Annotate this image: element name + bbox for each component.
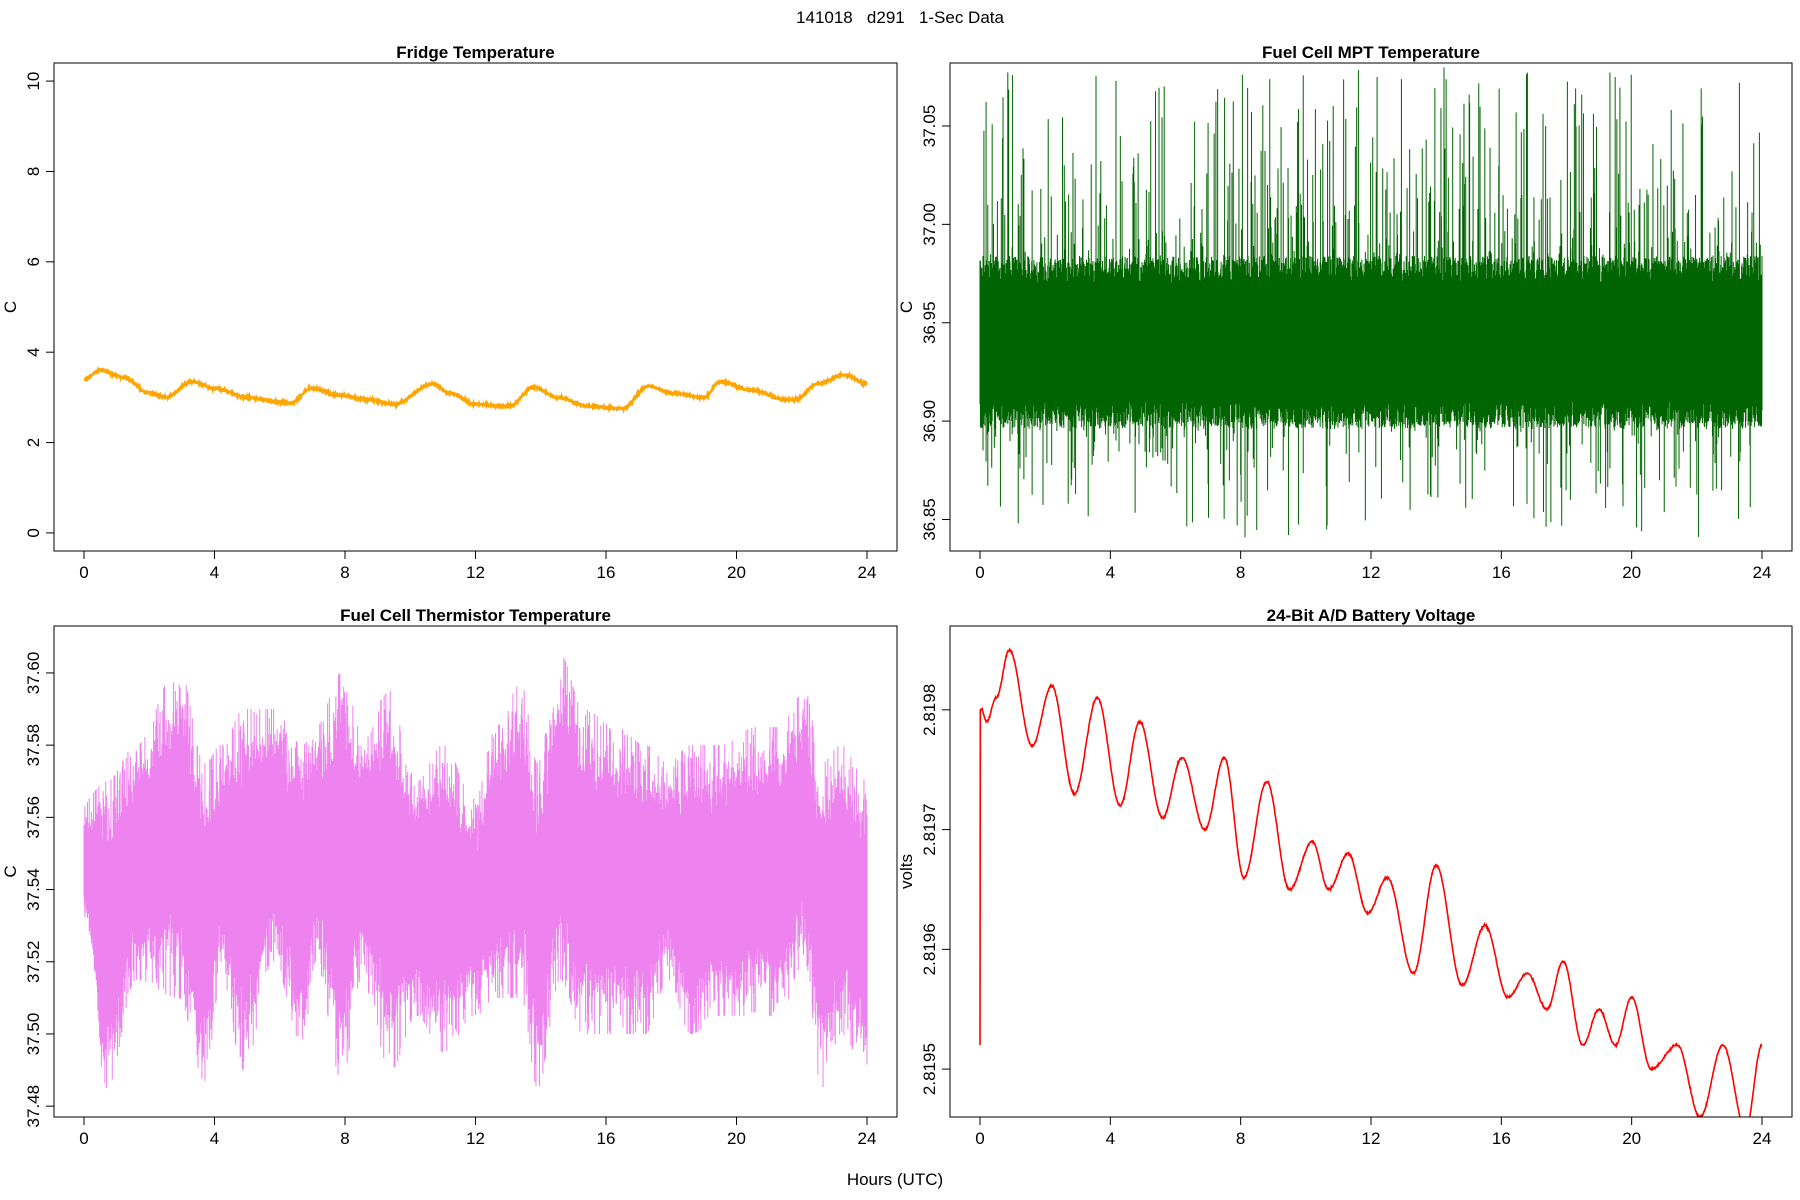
panel-battery-voltage: 24-Bit A/D Battery Voltage volts 0 4 8 12 16… (897, 606, 1793, 1148)
x-tick-label: 4 (1106, 563, 1115, 582)
x-tick-label: 0 (79, 563, 88, 582)
x-tick-label: 0 (79, 1129, 88, 1148)
plot-frame (53, 62, 898, 552)
y-tick-label: 2.8195 (920, 1043, 939, 1095)
y-tick-label: 36.90 (920, 400, 939, 443)
panel-title: Fridge Temperature (396, 43, 554, 62)
x-axis: 0 4 8 12 16 20 24 (79, 1116, 877, 1148)
y-axis-label: C (1, 301, 20, 313)
x-axis: 0 4 8 12 16 20 24 (975, 1116, 1772, 1148)
series-band (83, 657, 868, 1089)
panel-fuel-cell-mpt-temperature: Fuel Cell MPT Temperature C 0 4 8 12 16 20 24 3… (897, 43, 1793, 582)
y-tick-label: 2.8197 (920, 804, 939, 856)
plot-frame (949, 625, 1793, 1118)
x-tick-label: 8 (1236, 1129, 1245, 1148)
y-tick-label: 37.50 (24, 1013, 43, 1056)
series-core (980, 283, 1762, 402)
y-tick-label: 36.95 (920, 301, 939, 344)
panel-title: 24-Bit A/D Battery Voltage (1267, 606, 1476, 625)
y-tick-label: 4 (24, 347, 43, 356)
x-tick-label: 16 (1492, 1129, 1511, 1148)
x-tick-label: 8 (340, 1129, 349, 1148)
y-tick-label: 37.00 (920, 203, 939, 246)
y-tick-label: 37.05 (920, 105, 939, 148)
y-tick-label: 2 (24, 438, 43, 447)
x-tick-label: 24 (1753, 1129, 1772, 1148)
y-tick-label: 37.52 (24, 940, 43, 983)
plot-area (979, 647, 1763, 1117)
x-tick-label: 20 (727, 1129, 746, 1148)
x-tick-label: 4 (210, 563, 219, 582)
x-tick-label: 16 (597, 1129, 616, 1148)
x-tick-label: 12 (1362, 1129, 1381, 1148)
y-tick-label: 2.8198 (920, 684, 939, 736)
figure-suptitle: 141018 d291 1-Sec Data (796, 8, 1004, 27)
x-tick-label: 12 (466, 1129, 485, 1148)
y-tick-label: 37.60 (24, 652, 43, 695)
x-axis: 0 4 8 12 16 20 24 (975, 550, 1772, 582)
y-axis-label: volts (897, 854, 916, 889)
y-axis: 2.8195 2.8196 2.8197 2.8198 (920, 684, 951, 1095)
plot-area (979, 67, 1763, 538)
x-tick-label: 4 (210, 1129, 219, 1148)
series-line (83, 365, 868, 414)
y-tick-label: 37.56 (24, 796, 43, 839)
x-tick-label: 8 (340, 563, 349, 582)
panel-title: Fuel Cell MPT Temperature (1262, 43, 1480, 62)
y-axis-label: C (1, 865, 20, 877)
y-tick-label: 36.85 (920, 498, 939, 541)
x-axis: 0 4 8 12 16 20 24 (79, 550, 877, 582)
figure-xlabel: Hours (UTC) (847, 1170, 943, 1189)
x-tick-label: 24 (858, 1129, 877, 1148)
y-tick-label: 6 (24, 257, 43, 266)
y-tick-label: 37.48 (24, 1085, 43, 1128)
x-tick-label: 16 (597, 563, 616, 582)
x-tick-label: 4 (1106, 1129, 1115, 1148)
x-tick-label: 20 (1622, 563, 1641, 582)
x-tick-label: 0 (975, 563, 984, 582)
plot-area (83, 365, 868, 414)
y-tick-label: 37.54 (24, 868, 43, 911)
x-tick-label: 24 (1753, 563, 1772, 582)
y-axis-label: C (897, 301, 916, 313)
y-axis: 0 2 4 6 8 10 (24, 72, 55, 538)
panel-fuel-cell-thermistor-temperature: Fuel Cell Thermistor Temperature C 0 4 8 12… (1, 606, 898, 1148)
x-tick-label: 8 (1236, 563, 1245, 582)
y-tick-label: 8 (24, 167, 43, 176)
x-tick-label: 12 (1362, 563, 1381, 582)
y-tick-label: 10 (24, 72, 43, 91)
x-tick-label: 20 (1622, 1129, 1641, 1148)
plot-area (83, 657, 868, 1089)
x-tick-label: 0 (975, 1129, 984, 1148)
y-axis: 37.48 37.50 37.52 37.54 37.56 37.58 37.60 (24, 652, 55, 1128)
x-tick-label: 20 (727, 563, 746, 582)
series-line (979, 647, 1763, 1117)
panel-title: Fuel Cell Thermistor Temperature (340, 606, 611, 625)
x-tick-label: 24 (858, 563, 877, 582)
x-tick-label: 12 (466, 563, 485, 582)
y-tick-label: 2.8196 (920, 923, 939, 975)
y-tick-label: 0 (24, 528, 43, 537)
y-axis: 36.85 36.90 36.95 37.00 37.05 (920, 105, 951, 541)
y-tick-label: 37.58 (24, 724, 43, 767)
x-tick-label: 16 (1492, 563, 1511, 582)
